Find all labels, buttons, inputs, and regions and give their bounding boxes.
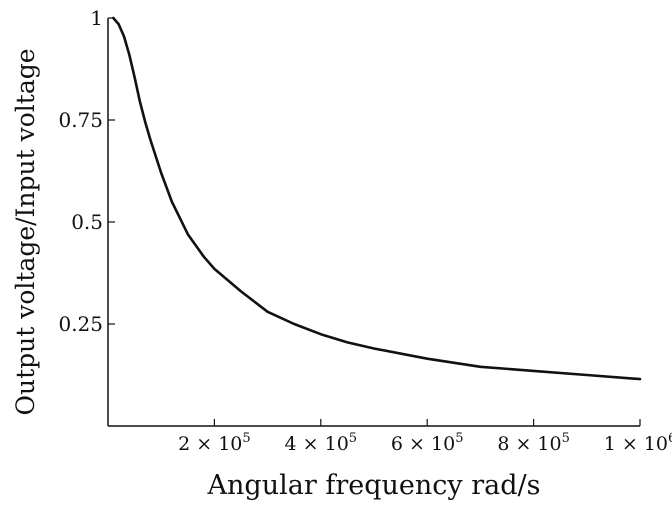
- x-tick-exponent: 5: [562, 431, 570, 446]
- x-tick-exponent: 5: [242, 431, 250, 446]
- x-tick-mantissa: 2: [178, 433, 190, 455]
- tick-labels: 0.25 0.5 0.75 1 2 × 105 4 × 105 6 × 105 8 × 105…: [58, 6, 672, 455]
- x-axis-title: Angular frequency rad/s: [207, 470, 541, 501]
- y-tick-label: 1: [90, 6, 103, 30]
- x-tick-exponent: 6: [668, 431, 672, 446]
- y-tick-label: 0.5: [71, 210, 103, 234]
- x-tick-exponent: 5: [349, 431, 357, 446]
- axes: [107, 18, 640, 427]
- x-tick-mantissa: 1: [604, 433, 616, 455]
- x-tick-label: 1 × 106: [604, 431, 672, 455]
- tick-marks: [108, 17, 641, 426]
- x-tick-mantissa: 4: [285, 433, 297, 455]
- x-tick-label: 2 × 105: [178, 431, 251, 455]
- x-tick-label: 4 × 105: [285, 431, 358, 455]
- series-line-0: [112, 16, 642, 381]
- x-tick-label: 6 × 105: [391, 431, 464, 455]
- y-tick-label: 0.25: [58, 312, 103, 336]
- y-axis-title: Output voltage/Input voltage: [11, 48, 40, 415]
- y-tick-label: 0.75: [58, 108, 103, 132]
- x-tick-mantissa: 6: [391, 433, 403, 455]
- series-group: [112, 16, 642, 381]
- x-tick-mantissa: 8: [497, 433, 509, 455]
- x-tick-label: 8 × 105: [497, 431, 570, 455]
- x-tick-exponent: 5: [455, 431, 463, 446]
